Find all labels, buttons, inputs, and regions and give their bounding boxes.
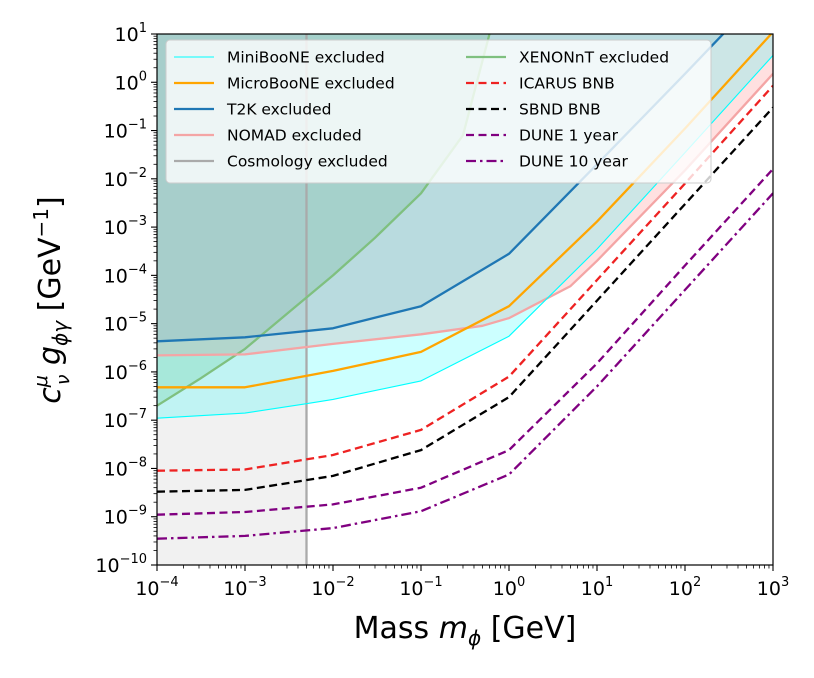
icarus-bnb-line xyxy=(157,84,773,472)
x-axis-label: Mass mϕ [GeV] xyxy=(354,611,577,650)
legend: MiniBooNE excluded MicroBooNE excluded T2K… xyxy=(165,39,712,184)
y-tick-label: 10−3 xyxy=(104,214,147,239)
y-tick-label: 10−4 xyxy=(104,262,147,287)
sbnd-bnb-line xyxy=(157,106,773,493)
legend-label-microboone-excluded: MicroBooNE excluded xyxy=(227,75,395,93)
axis-ticks: 10−4 10−3 10−2 10−1 100 101 102 103 10−10 10−9 10−… xyxy=(95,21,789,600)
x-tick-label: 10−1 xyxy=(399,575,442,600)
y-tick-label: 10−8 xyxy=(104,455,147,480)
y-tick-label: 10−6 xyxy=(104,359,147,384)
legend-label-miniboone-excluded: MiniBooNE excluded xyxy=(227,49,385,67)
legend-label-t2k-excluded: T2K excluded xyxy=(226,101,331,119)
y-tick-label: 101 xyxy=(115,21,147,46)
legend-box xyxy=(165,39,712,184)
legend-label-sbnd-bnb: SBND BNB xyxy=(519,101,601,119)
y-tick-label: 100 xyxy=(115,69,147,94)
y-tick-label: 10−9 xyxy=(104,504,147,529)
x-tick-label: 102 xyxy=(669,575,701,600)
y-tick-label: 10−5 xyxy=(104,311,147,336)
series-lines xyxy=(157,34,773,565)
x-tick-label: 10−2 xyxy=(311,575,354,600)
plot-frame xyxy=(156,33,774,566)
nomad-excluded-line xyxy=(157,73,773,357)
x-tick-label: 10−3 xyxy=(223,575,266,600)
miniboone-excluded-line xyxy=(157,55,773,419)
x-tick-label: 101 xyxy=(581,575,613,600)
x-tick-label: 103 xyxy=(757,575,789,600)
legend-label-dune-1-year: DUNE 1 year xyxy=(519,127,619,145)
y-tick-label: 10−7 xyxy=(104,407,147,432)
y-tick-label: 10−10 xyxy=(95,552,147,577)
x-tick-label: 10−4 xyxy=(135,575,178,600)
y-tick-label: 10−1 xyxy=(104,118,147,143)
y-axis-label: cμν gϕγ [GeV−1] xyxy=(29,196,74,404)
legend-label-nomad-excluded: NOMAD excluded xyxy=(227,127,362,145)
x-tick-label: 100 xyxy=(493,575,525,600)
legend-label-icarus-bnb: ICARUS BNB xyxy=(519,75,615,93)
legend-label-dune-10-year: DUNE 10 year xyxy=(519,153,628,171)
legend-label-cosmology-excluded: Cosmology excluded xyxy=(227,153,388,171)
dune-10-year-line xyxy=(157,192,773,540)
legend-label-xenonnt-excluded: XENONnT excluded xyxy=(519,49,669,67)
y-tick-label: 10−2 xyxy=(104,166,147,191)
dune-1-year-line xyxy=(157,168,773,516)
